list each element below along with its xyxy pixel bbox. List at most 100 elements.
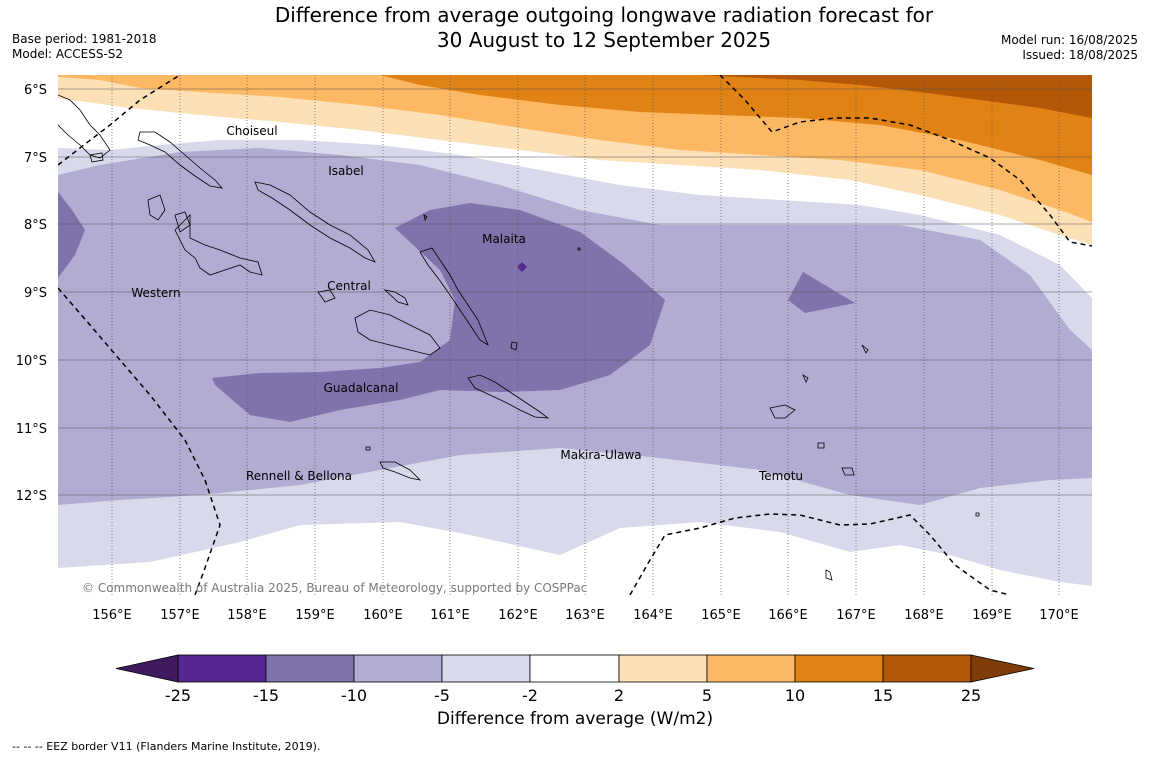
coastlines — [58, 94, 980, 581]
province-labels: Choiseul Isabel Malaita Western Central … — [131, 124, 803, 483]
meta-right: Model run: 16/08/2025 Issued: 18/08/2025 — [1001, 33, 1138, 63]
lat-label: 12°S — [16, 489, 47, 504]
colorbar-extend-low — [115, 654, 179, 683]
lon-label: 167°E — [836, 608, 876, 623]
colorbar-segment — [794, 654, 884, 683]
anomaly-region-minus10-to-minus15-east — [788, 272, 855, 313]
colorbar-segment — [529, 654, 620, 683]
title-line-1: Difference from average outgoing longwav… — [274, 3, 934, 27]
anomaly-region-minus10-to-minus15-west — [58, 192, 85, 278]
province-label-choiseul: Choiseul — [226, 124, 277, 138]
lon-label: 157°E — [160, 608, 200, 623]
colorbar-tick: -2 — [522, 686, 538, 705]
meta-left: Base period: 1981-2018 Model: ACCESS-S2 — [12, 32, 157, 62]
latitude-labels: 6°S 7°S 8°S 9°S 10°S 11°S 12°S — [16, 83, 47, 504]
province-label-temotu: Temotu — [758, 469, 803, 483]
island-vella-lavella — [147, 194, 166, 221]
province-label-rennell-bellona: Rennell & Bellona — [246, 469, 352, 483]
colorbar-ticks: -25 -15 -10 -5 -2 2 5 10 15 25 — [165, 686, 981, 705]
province-label-makira-ulawa: Makira-Ulawa — [560, 448, 641, 462]
title-line-2: 30 August to 12 September 2025 — [436, 28, 772, 52]
lon-label: 156°E — [92, 608, 132, 623]
lon-label: 165°E — [701, 608, 741, 623]
island-vanikoro — [841, 467, 855, 476]
lon-label: 162°E — [498, 608, 538, 623]
lon-label: 161°E — [430, 608, 470, 623]
lat-label: 8°S — [24, 218, 47, 233]
lat-label: 6°S — [24, 83, 47, 98]
map-container: 6°S 7°S 8°S 9°S 10°S 11°S 12°S 156°E 157… — [16, 75, 1092, 623]
island-reef-islands — [802, 374, 809, 383]
colorbar-extend-high — [970, 654, 1035, 683]
lat-label: 10°S — [16, 354, 47, 369]
lon-label: 166°E — [768, 608, 808, 623]
island-utupua — [817, 442, 825, 449]
island-rennell — [379, 461, 422, 481]
island-isabel — [254, 181, 376, 263]
island-new-georgia — [174, 214, 263, 276]
lat-label: 9°S — [24, 286, 47, 301]
colorbar-tick: 10 — [785, 686, 805, 705]
colorbar-tick: 2 — [614, 686, 624, 705]
colorbar-tick: -25 — [165, 686, 191, 705]
base-period-text: Base period: 1981-2018 — [12, 32, 157, 46]
lon-label: 168°E — [904, 608, 944, 623]
lon-label: 158°E — [227, 608, 267, 623]
anomaly-region-minus10-to-minus15-malaita — [212, 203, 665, 422]
island-guadalcanal — [354, 309, 441, 356]
copyright-text: © Commonwealth of Australia 2025, Bureau… — [82, 581, 587, 595]
colorbar-segment — [882, 654, 972, 683]
lon-label: 160°E — [363, 608, 403, 623]
island-ranongga — [174, 211, 191, 233]
colorbar-segment — [265, 654, 355, 683]
anomaly-band-10-to-15 — [380, 75, 1092, 175]
anomaly-spot-minus15-to-minus25 — [517, 262, 527, 272]
colorbar-label: Difference from average (W/m2) — [436, 709, 714, 729]
model-run-text: Model run: 16/08/2025 — [1000, 33, 1138, 47]
island-malaita — [419, 247, 489, 346]
colorbar-tick: -10 — [341, 686, 367, 705]
island-russell — [383, 289, 409, 306]
eez-footnote: -- -- -- EEZ border V11 (Flanders Marine… — [12, 740, 321, 753]
longitude-labels: 156°E 157°E 158°E 159°E 160°E 161°E 162°… — [92, 608, 1079, 623]
province-label-isabel: Isabel — [328, 164, 363, 178]
island-bougainville — [58, 94, 111, 159]
map-title: Difference from average outgoing longwav… — [200, 3, 1008, 53]
lon-label: 170°E — [1039, 608, 1079, 623]
colorbar-segment — [706, 654, 796, 683]
colorbar-tick: -15 — [253, 686, 279, 705]
lat-label: 7°S — [24, 151, 47, 166]
latitude-grid — [58, 88, 1092, 496]
island-ulawa — [510, 341, 518, 351]
lon-label: 163°E — [565, 608, 605, 623]
island-choiseul — [137, 131, 224, 189]
model-text: Model: ACCESS-S2 — [12, 47, 124, 61]
island-bellona — [365, 446, 371, 451]
island-florida — [317, 289, 336, 303]
lat-label: 11°S — [16, 422, 47, 437]
anomaly-band-neutral-south — [58, 522, 1092, 595]
colorbar-segment — [618, 654, 708, 683]
colorbar-tick: 15 — [873, 686, 893, 705]
forecast-map: 6°S 7°S 8°S 9°S 10°S 11°S 12°S 156°E 157… — [16, 75, 1092, 623]
island-ontong-java — [423, 214, 428, 222]
province-label-malaita: Malaita — [482, 232, 526, 246]
eez-border — [58, 75, 1092, 595]
island-anuta — [825, 569, 833, 581]
lon-label: 169°E — [972, 608, 1012, 623]
province-label-central: Central — [327, 279, 371, 293]
island-duff — [861, 344, 869, 354]
colorbar-tick: 5 — [702, 686, 712, 705]
province-label-western: Western — [131, 286, 180, 300]
island-makira — [467, 374, 550, 419]
colorbar-segment — [441, 654, 531, 683]
colorbar-tick: 25 — [961, 686, 981, 705]
island-tikopia — [975, 512, 980, 517]
colorbar: -25 -15 -10 -5 -2 2 5 10 15 25 — [115, 654, 1035, 705]
lon-label: 164°E — [633, 608, 673, 623]
island-shortlands — [89, 152, 104, 163]
lon-label: 159°E — [295, 608, 335, 623]
colorbar-segment — [353, 654, 443, 683]
colorbar-tick: -5 — [434, 686, 450, 705]
island-santa-cruz — [769, 404, 796, 419]
